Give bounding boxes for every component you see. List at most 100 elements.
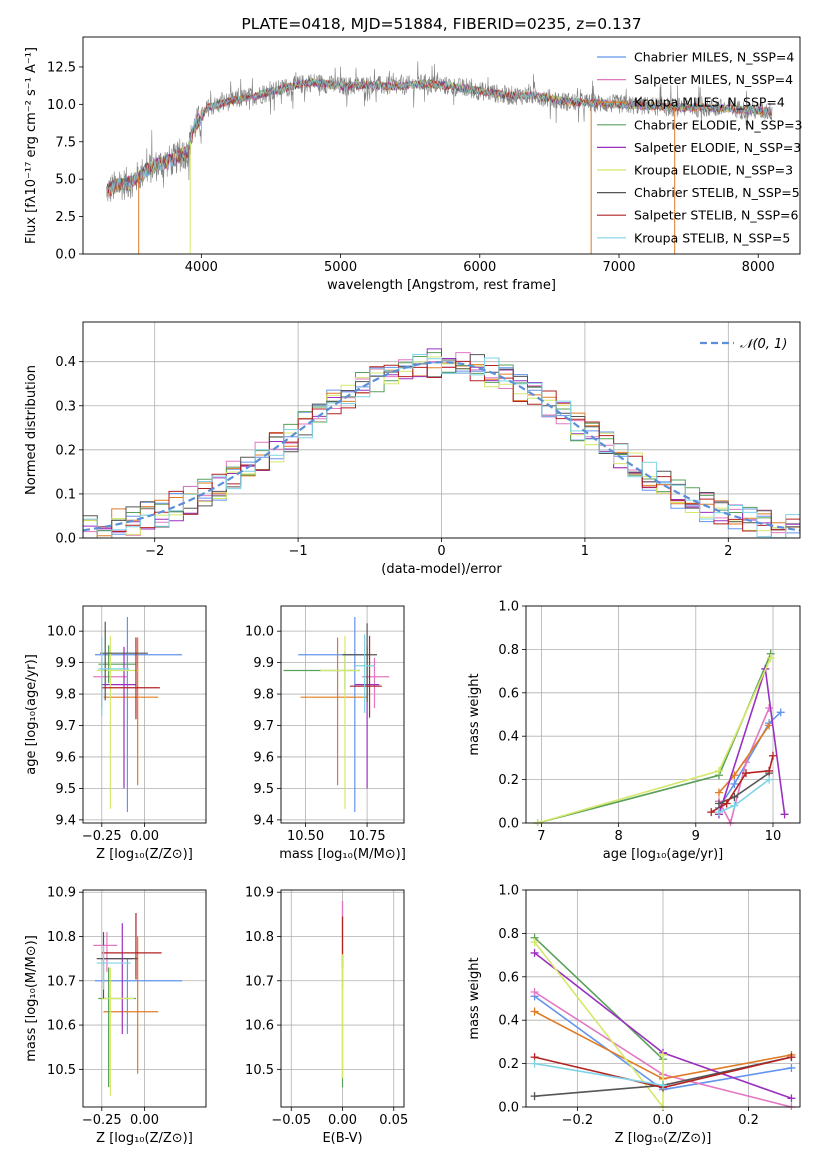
weight-marker: [765, 766, 774, 775]
y-tick-label: 0.4: [498, 1014, 519, 1029]
x-tick-label: 6000: [463, 260, 496, 275]
y-tick-label: 10.6: [47, 1019, 76, 1034]
axes-frame: [525, 889, 801, 1108]
chart-title: PLATE=0418, MJD=51884, FIBERID=0235, z=0…: [241, 15, 641, 33]
y-tick-label: 10.7: [47, 974, 76, 989]
weight-marker: [659, 1081, 667, 1090]
error-bars: [283, 617, 390, 812]
x-axis-label: mass [log₁₀(M/M⊙)]: [279, 847, 406, 862]
weight-lines: [533, 649, 789, 826]
y-tick-label: 12.5: [47, 60, 76, 75]
x-axis-label: Z [log₁₀(Z/Z⊙)]: [615, 1131, 712, 1146]
x-tick-label: 0.00: [130, 829, 159, 844]
y-tick-label: 0.0: [55, 248, 76, 263]
y-tick-label: 0.4: [55, 355, 76, 370]
axes-frame: [82, 889, 207, 1108]
weight-series-line: [534, 937, 664, 1060]
x-tick-label: 0.00: [328, 1113, 357, 1128]
y-tick-label: 10.9: [47, 886, 76, 901]
y-tick-label: 0.8: [498, 927, 519, 942]
x-tick-label: 0.05: [379, 1113, 408, 1128]
y-tick-label: 9.4: [55, 813, 76, 828]
weight-marker: [730, 801, 739, 810]
y-axis-label: age [log₁₀(age/yr)]: [24, 654, 39, 775]
weight-series-line: [718, 711, 782, 809]
y-tick-label: 0.6: [498, 686, 519, 701]
y-tick-label: 9.4: [253, 813, 274, 828]
x-tick-label: 10: [765, 829, 782, 844]
weight-marker: [530, 1059, 539, 1068]
x-tick-label: 8: [614, 829, 622, 844]
x-tick-label: 10.50: [287, 829, 324, 844]
y-tick-label: 0.0: [498, 817, 519, 832]
x-tick-label: −2: [145, 544, 164, 559]
legend-entry: Kroupa MILES, N_SSP=4: [634, 95, 785, 110]
y-axis-label: mass weight: [467, 957, 482, 1039]
y-tick-label: 10.0: [47, 98, 76, 113]
weight-marker: [765, 703, 774, 712]
y-tick-label: 9.9: [55, 656, 76, 671]
y-tick-label: 5.0: [55, 173, 76, 188]
legend-entry: Salpeter ELODIE, N_SSP=3: [634, 140, 801, 155]
weight-series-line: [718, 707, 770, 826]
legend-entry: Chabrier MILES, N_SSP=4: [634, 50, 794, 65]
x-axis-label: (data-model)/error: [381, 562, 502, 577]
x-tick-label: 4000: [185, 260, 218, 275]
weight-marker: [765, 721, 774, 730]
weight-marker: [741, 769, 750, 778]
x-tick-label: 9: [692, 829, 700, 844]
weight-marker: [714, 799, 723, 808]
spectrum-lines: [106, 61, 773, 254]
y-tick-label: 9.8: [253, 688, 274, 703]
y-tick-label: 0.4: [498, 730, 519, 745]
y-tick-label: 1.0: [498, 600, 519, 615]
weight-marker: [768, 751, 777, 760]
y-tick-label: 10.0: [245, 625, 274, 640]
y-tick-label: 0.2: [55, 443, 76, 458]
weight-marker: [780, 810, 789, 819]
legend-entry: Kroupa STELIB, N_SSP=5: [634, 230, 790, 245]
weight-marker: [530, 987, 539, 996]
x-tick-label: −0.05: [271, 1113, 311, 1128]
y-tick-label: 10.5: [245, 1063, 274, 1078]
weight-marker: [787, 1053, 796, 1062]
y-tick-label: 9.9: [253, 656, 274, 671]
x-tick-label: 5000: [324, 260, 357, 275]
y-tick-label: 0.0: [55, 532, 76, 547]
y-tick-label: 10.8: [245, 930, 274, 945]
x-axis-label: E(B-V): [322, 1131, 362, 1146]
x-tick-label: 1: [581, 544, 589, 559]
x-tick-label: −0.25: [82, 829, 122, 844]
legend-entry: Salpeter STELIB, N_SSP=6: [634, 208, 799, 223]
y-tick-label: 0.8: [498, 643, 519, 658]
y-tick-label: 1.0: [498, 884, 519, 899]
y-tick-label: 0.6: [498, 970, 519, 985]
mass-Z-panel: −0.25 0.00 10.5 10.6 10.7 10.8 10.9 Z [log₁₀(Z/…: [24, 886, 207, 1146]
weight-marker: [714, 766, 723, 775]
weight-marker: [714, 788, 723, 797]
x-tick-label: −0.2: [562, 1113, 594, 1128]
axes-frame: [525, 605, 801, 824]
weight-marker: [787, 1094, 796, 1103]
y-tick-label: 0.1: [55, 487, 76, 502]
y-tick-label: 0.2: [498, 773, 519, 788]
weight-marker: [776, 708, 785, 717]
y-tick-label: 9.6: [55, 750, 76, 765]
grid-lines: [83, 606, 206, 823]
axes-frame: [280, 605, 405, 824]
y-axis-label: mass weight: [467, 673, 482, 755]
y-tick-label: 0.3: [55, 399, 76, 414]
age-Z-panel: −0.25 0.00 9.4 9.5 9.6 9.7 9.8 9.9 10.0 Z [log₁₀(…: [24, 605, 207, 862]
weight-marker: [707, 808, 716, 817]
weight-marker: [730, 779, 739, 788]
x-axis-label: age [log₁₀(age/yr)]: [603, 847, 724, 862]
y-tick-label: 10.6: [245, 1019, 274, 1034]
weight-lines: [530, 933, 796, 1110]
legend-entry: Chabrier STELIB, N_SSP=5: [634, 185, 800, 200]
x-tick-label: 0: [437, 544, 445, 559]
y-axis-label: Flux [fλ10⁻¹⁷ erg cm⁻² s⁻¹ A⁻¹]: [24, 47, 39, 244]
x-tick-label: 8000: [742, 260, 775, 275]
model-spectrum: [106, 78, 772, 197]
y-tick-label: 9.5: [55, 782, 76, 797]
